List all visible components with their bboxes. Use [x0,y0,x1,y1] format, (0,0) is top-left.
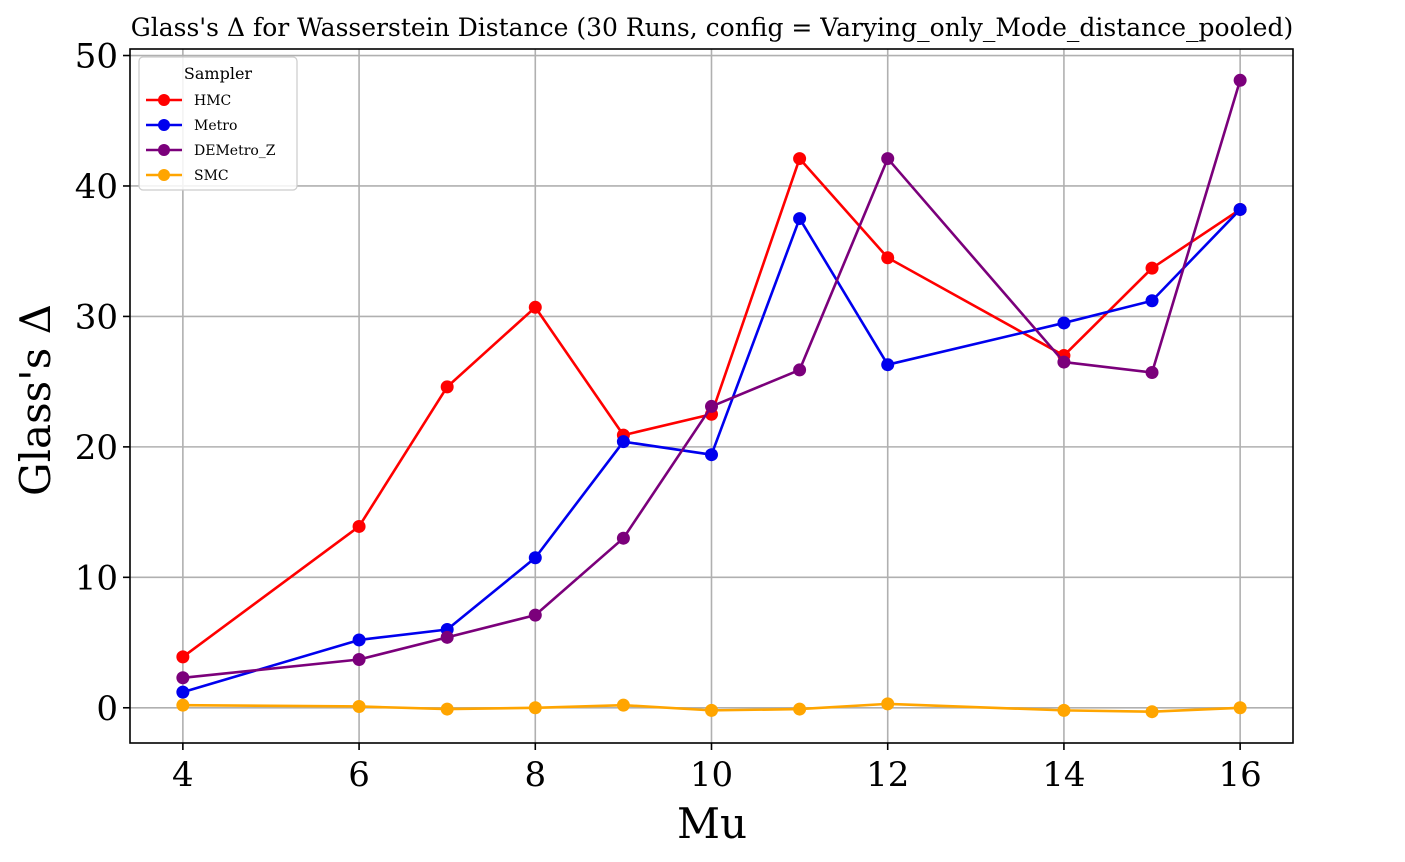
y-tick-label: 10 [75,558,118,598]
legend-label-hmc: HMC [194,93,231,109]
legend-label-metro: Metro [194,118,237,134]
y-axis-label: Glass's Δ [11,304,60,496]
data-point-demetro-z [705,399,718,413]
series-smc [176,697,1247,719]
data-point-demetro-z [528,608,542,622]
data-point-smc [1057,703,1071,717]
data-point-metro [528,551,542,565]
chart-title: Glass's Δ for Wasserstein Distance (30 R… [131,13,1293,42]
y-tick-label: 40 [75,167,118,207]
data-point-hmc [352,519,366,533]
data-point-smc [440,702,454,716]
data-point-metro [881,358,895,372]
data-point-metro [1057,316,1071,330]
data-point-demetro-z [616,531,630,545]
data-point-demetro-z [1057,355,1071,369]
legend-item-hmc: HMC [146,93,231,109]
data-point-smc [352,699,366,713]
data-point-smc [1233,701,1247,715]
data-point-metro [793,212,807,226]
data-point-demetro-z [793,363,807,377]
x-tick-label: 8 [524,755,546,795]
data-point-smc [705,703,718,717]
y-tick-label: 0 [96,689,118,729]
data-point-demetro-z [352,653,366,667]
y-tick-label: 30 [75,297,118,337]
data-point-demetro-z [176,671,190,685]
data-point-metro [1145,294,1159,308]
x-tick-label: 4 [172,755,194,795]
legend-item-metro: Metro [146,118,237,134]
legend-marker-demetro-z [158,144,170,156]
y-tick-label: 50 [75,37,118,77]
x-tick-label: 16 [1219,755,1262,795]
x-tick-label: 14 [1042,755,1085,795]
legend-marker-smc [158,169,170,181]
legend-label-demetro-z: DEMetro_Z [194,143,276,159]
data-point-metro [705,448,718,462]
data-point-smc [1145,705,1159,719]
data-point-demetro-z [1145,366,1159,380]
series-demetro-z [176,73,1247,685]
x-tick-label: 12 [866,755,909,795]
data-point-metro [176,685,190,699]
data-point-hmc [176,650,190,664]
legend-box [138,56,298,191]
axis-ticks: 4 6 8 10 12 14 16 0 10 20 30 40 50 [75,37,1262,795]
legend-item-smc: SMC [146,168,229,184]
legend-label-smc: SMC [194,168,229,184]
legend: Sampler HMC Metro DEMetro_Z SMC [138,56,298,191]
data-point-smc [881,697,895,711]
legend-item-demetro-z: DEMetro_Z [146,143,276,159]
x-axis-label: Mu [677,799,747,848]
data-point-hmc [1145,261,1159,275]
legend-items: HMC Metro DEMetro_Z SMC [146,93,276,184]
data-point-smc [528,701,542,715]
data-point-metro [616,435,630,449]
data-point-smc [616,698,630,712]
data-point-metro [352,633,366,647]
data-point-demetro-z [1233,73,1247,87]
x-tick-label: 10 [690,755,733,795]
series-layer [176,73,1247,719]
data-point-hmc [793,152,807,166]
data-point-hmc [528,300,542,314]
data-point-hmc [881,251,895,265]
data-point-demetro-z [440,630,454,644]
y-tick-label: 20 [75,428,118,468]
data-point-demetro-z [881,152,895,166]
x-tick-label: 6 [348,755,370,795]
legend-marker-hmc [158,94,170,106]
data-point-smc [176,698,190,712]
data-point-hmc [440,380,454,394]
legend-marker-metro [158,119,170,131]
legend-title: Sampler [184,64,253,83]
grid-lines [130,49,1293,743]
data-point-smc [793,702,807,716]
data-point-metro [1233,202,1247,216]
